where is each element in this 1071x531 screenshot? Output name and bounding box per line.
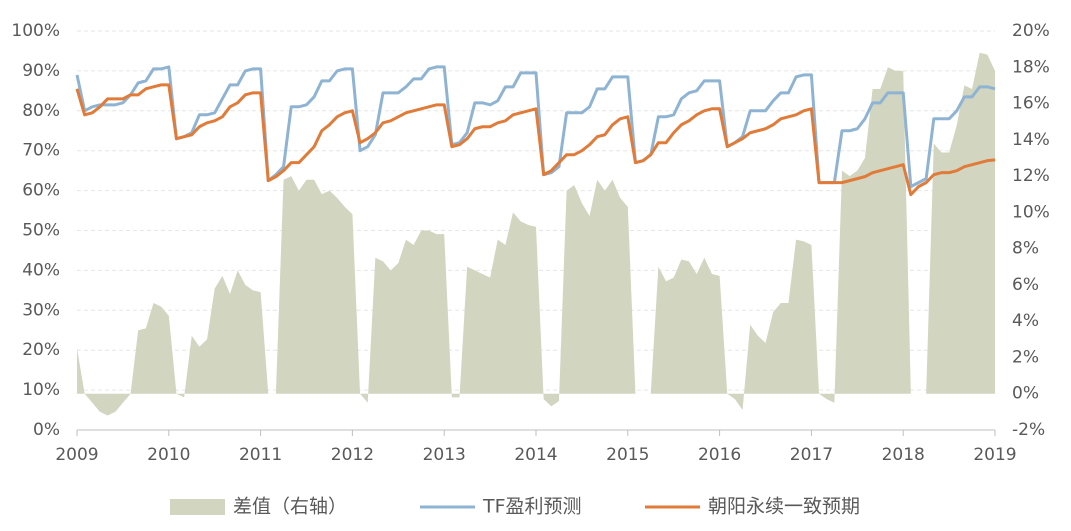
x-tick-label: 2009 [55,445,98,465]
y2-tick-label: 0% [1012,384,1039,404]
y2-tick-label: 14% [1012,130,1050,150]
y-tick-label: 90% [22,61,60,81]
y2-tick-label: 16% [1012,94,1050,114]
legend-swatch [170,499,225,515]
line [75,83,996,197]
x-tick-label: 2018 [882,445,925,465]
y-tick-label: 20% [22,340,60,360]
y-tick-label: 70% [22,141,60,161]
y2-tick-label: 4% [1012,311,1039,331]
y-tick-label: 10% [22,380,60,400]
x-tick-label: 2011 [239,445,282,465]
y-tick-label: 60% [22,181,60,201]
y-tick-label: 30% [22,300,60,320]
y2-tick-label: 18% [1012,57,1050,77]
area [77,52,995,416]
line [75,65,996,189]
legend-label: 差值（右轴） [233,496,347,518]
y-tick-label: 80% [22,101,60,121]
y2-tick-label: 20% [1012,21,1050,41]
legend-label: 朝阳永续一致预期 [708,496,860,518]
x-tick-label: 2013 [423,445,466,465]
y-tick-label: 0% [33,420,60,440]
y-tick-label: 40% [22,260,60,280]
x-tick-label: 2015 [606,445,649,465]
y-tick-label: 50% [22,221,60,241]
x-tick-label: 2016 [698,445,741,465]
x-tick-label: 2010 [147,445,190,465]
y-tick-label: 100% [11,21,60,41]
y2-tick-label: 12% [1012,166,1050,186]
x-tick-label: 2017 [790,445,833,465]
x-tick-label: 2014 [514,445,557,465]
y2-tick-label: 6% [1012,275,1039,295]
legend-label: TF盈利预测 [482,496,582,518]
x-tick-label: 2019 [973,445,1016,465]
y2-tick-label: 2% [1012,347,1039,367]
y2-tick-label: -2% [1012,420,1045,440]
x-tick-label: 2012 [331,445,374,465]
y2-tick-label: 10% [1012,202,1050,222]
y2-tick-label: 8% [1012,239,1039,259]
